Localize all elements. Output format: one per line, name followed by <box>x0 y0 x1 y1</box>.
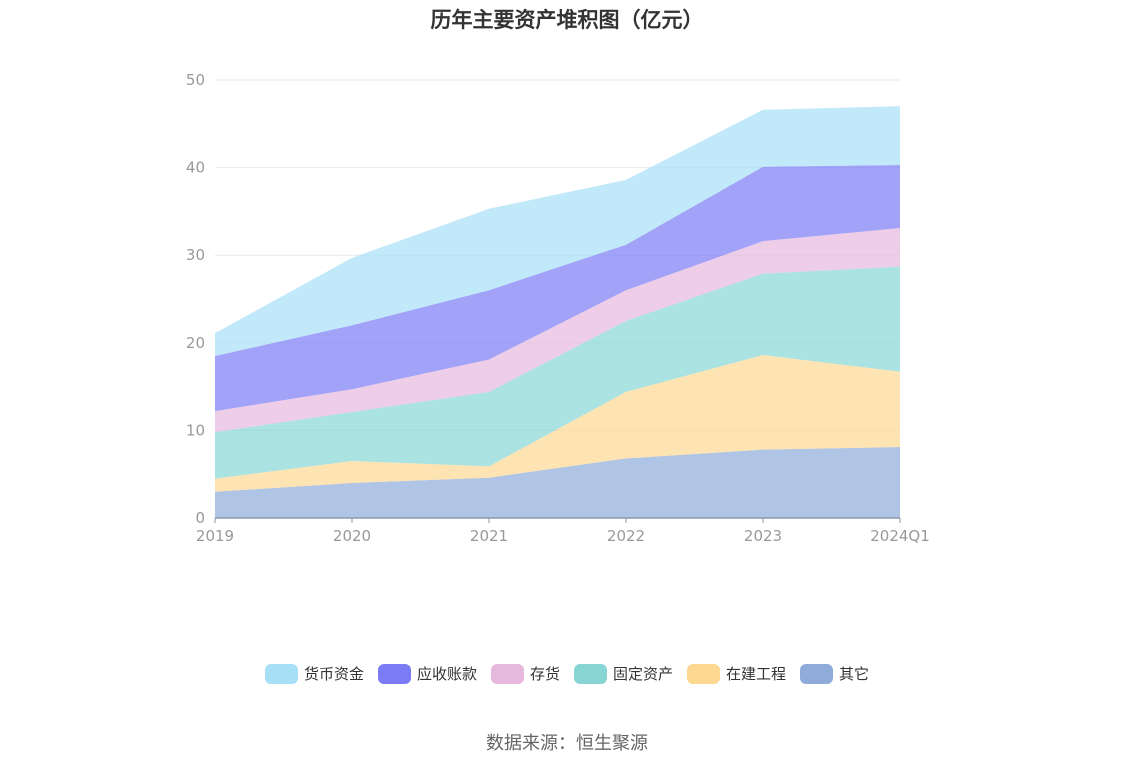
legend-label: 固定资产 <box>613 665 674 683</box>
legend-swatch-receivables <box>377 663 411 684</box>
x-tick-label: 2021 <box>470 527 508 545</box>
legend-swatch-fixed-assets <box>574 663 607 684</box>
legend-item-other[interactable]: 其它 <box>800 663 869 684</box>
legend-item-fixed-assets[interactable]: 固定资产 <box>574 663 673 684</box>
area-series-5[interactable] <box>215 106 900 356</box>
legend-item-receivables[interactable]: 应收账款 <box>377 663 477 684</box>
legend-label: 其它 <box>839 665 870 683</box>
area-series-1[interactable] <box>215 355 900 492</box>
legend-label: 在建工程 <box>726 665 787 683</box>
area-series-2[interactable] <box>215 266 900 479</box>
y-tick-label: 10 <box>186 421 205 439</box>
x-tick-label: 2020 <box>333 527 371 545</box>
legend-swatch-cash <box>264 663 298 684</box>
legend-item-inventory[interactable]: 存货 <box>490 663 560 684</box>
data-source-note: 数据来源：恒生聚源 <box>486 733 648 754</box>
y-tick-label: 0 <box>195 509 205 527</box>
x-tick-label: 2019 <box>196 527 234 545</box>
x-tick-label: 2023 <box>744 527 782 545</box>
y-tick-label: 40 <box>186 159 205 177</box>
x-tick-label: 2024Q1 <box>870 527 930 545</box>
y-tick-label: 30 <box>186 246 205 264</box>
area-series-4[interactable] <box>215 164 900 412</box>
legend-label: 应收账款 <box>416 665 477 683</box>
legend-swatch-other <box>800 663 834 684</box>
area-series <box>215 106 900 518</box>
legend-item-construction[interactable]: 在建工程 <box>687 663 786 684</box>
chart-title: 历年主要资产堆积图（亿元） <box>430 8 704 32</box>
axes: 0 10 20 30 40 50 2019 2020 2021 2022 2023 2024Q1 <box>186 71 930 545</box>
legend-item-cash[interactable]: 货币资金 <box>264 663 364 684</box>
legend-label: 货币资金 <box>303 665 364 683</box>
x-tick-label: 2022 <box>607 527 645 545</box>
area-series-0[interactable] <box>215 447 900 518</box>
legend-swatch-inventory <box>490 663 524 684</box>
legend: 货币资金 应收账款 存货 固定资产 在建工程 其它 <box>0 663 1134 684</box>
y-tick-label: 50 <box>186 71 205 89</box>
legend-label: 存货 <box>529 665 560 683</box>
legend-swatch-construction <box>687 663 721 684</box>
y-tick-label: 20 <box>186 334 205 352</box>
area-series-3[interactable] <box>215 228 900 433</box>
